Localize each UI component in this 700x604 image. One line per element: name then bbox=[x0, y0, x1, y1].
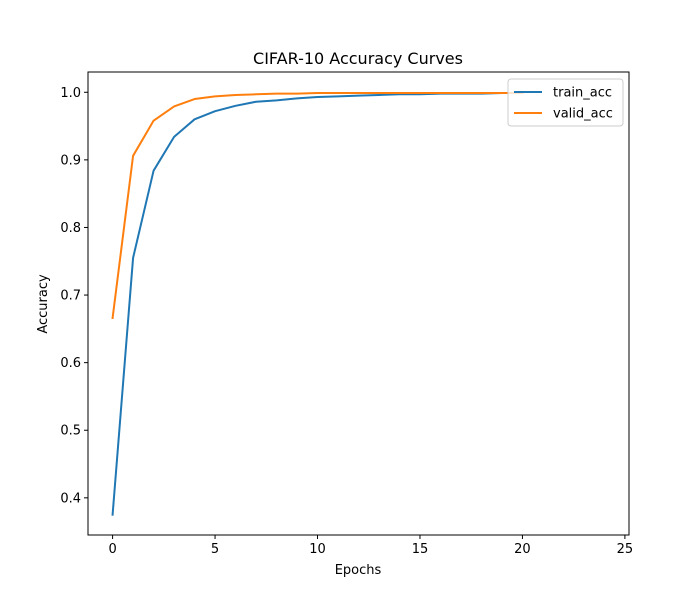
series-line-valid_acc bbox=[111, 91, 524, 320]
legend: train_acc valid_acc bbox=[507, 78, 624, 127]
plot-frame bbox=[87, 71, 630, 536]
y-tick-label: 0.5 bbox=[60, 424, 81, 439]
x-tick-label: 25 bbox=[617, 542, 634, 557]
series-lines bbox=[111, 91, 524, 516]
y-tick-label: 0.7 bbox=[60, 289, 81, 304]
x-tick-label: 20 bbox=[514, 542, 531, 557]
x-tick-label: 5 bbox=[211, 542, 219, 557]
y-tick-label: 0.6 bbox=[60, 356, 81, 371]
y-tick-label: 0.8 bbox=[60, 221, 81, 236]
y-axis-label: Accuracy bbox=[36, 274, 51, 334]
axis-ticks: 0 5 10 15 20 25 0.4 0.5 0.6 0.7 0.8 0.9 1.0 bbox=[60, 86, 633, 557]
y-tick-label: 0.9 bbox=[60, 153, 81, 168]
legend-label-train_acc: train_acc bbox=[553, 86, 612, 101]
x-tick-label: 15 bbox=[412, 542, 429, 557]
x-tick-label: 10 bbox=[309, 542, 326, 557]
series-line-train_acc bbox=[111, 91, 524, 516]
legend-box bbox=[507, 78, 624, 127]
y-tick-label: 0.4 bbox=[60, 491, 81, 506]
x-axis-label: Epochs bbox=[335, 563, 382, 578]
x-tick-label: 0 bbox=[108, 542, 116, 557]
chart-title: CIFAR-10 Accuracy Curves bbox=[253, 49, 463, 68]
legend-label-valid_acc: valid_acc bbox=[553, 107, 613, 122]
y-tick-label: 1.0 bbox=[60, 86, 81, 101]
